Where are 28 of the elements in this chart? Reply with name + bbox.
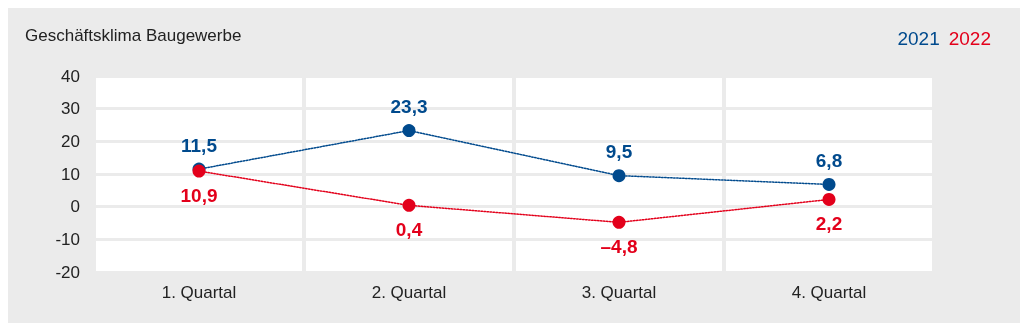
data-label: 10,9 xyxy=(180,184,218,206)
y-tick-label: -10 xyxy=(55,229,80,249)
y-tick-label: 20 xyxy=(61,131,80,151)
y-tick-label: -20 xyxy=(55,262,80,282)
x-tick-label: 1. Quartal xyxy=(161,283,237,302)
data-label: 0,4 xyxy=(395,218,423,240)
data-label: 23,3 xyxy=(390,96,428,118)
data-label: 9,5 xyxy=(605,141,633,163)
text: 2021 xyxy=(897,28,940,49)
point xyxy=(822,192,836,206)
point xyxy=(822,177,836,191)
y-tick-label: 40 xyxy=(61,66,80,86)
point xyxy=(612,169,626,183)
x-tick-label: 4. Quartal xyxy=(791,283,867,302)
y-tick-label: 30 xyxy=(61,99,80,119)
y-tick-label: 10 xyxy=(61,164,80,184)
data-label: 2,2 xyxy=(815,212,843,234)
point xyxy=(612,215,626,229)
x-tick-label: 3. Quartal xyxy=(581,283,657,302)
x-tick-label: 2. Quartal xyxy=(371,283,447,302)
text: 2022 xyxy=(948,28,992,49)
data-label: –4,8 xyxy=(600,235,638,257)
y-tick-label: 0 xyxy=(70,197,80,217)
point xyxy=(402,198,416,212)
chart-title: Geschäftsklima Baugewerbe xyxy=(25,26,242,45)
data-label: 6,8 xyxy=(815,149,843,171)
data-label: 11,5 xyxy=(181,134,218,156)
point xyxy=(402,124,416,138)
